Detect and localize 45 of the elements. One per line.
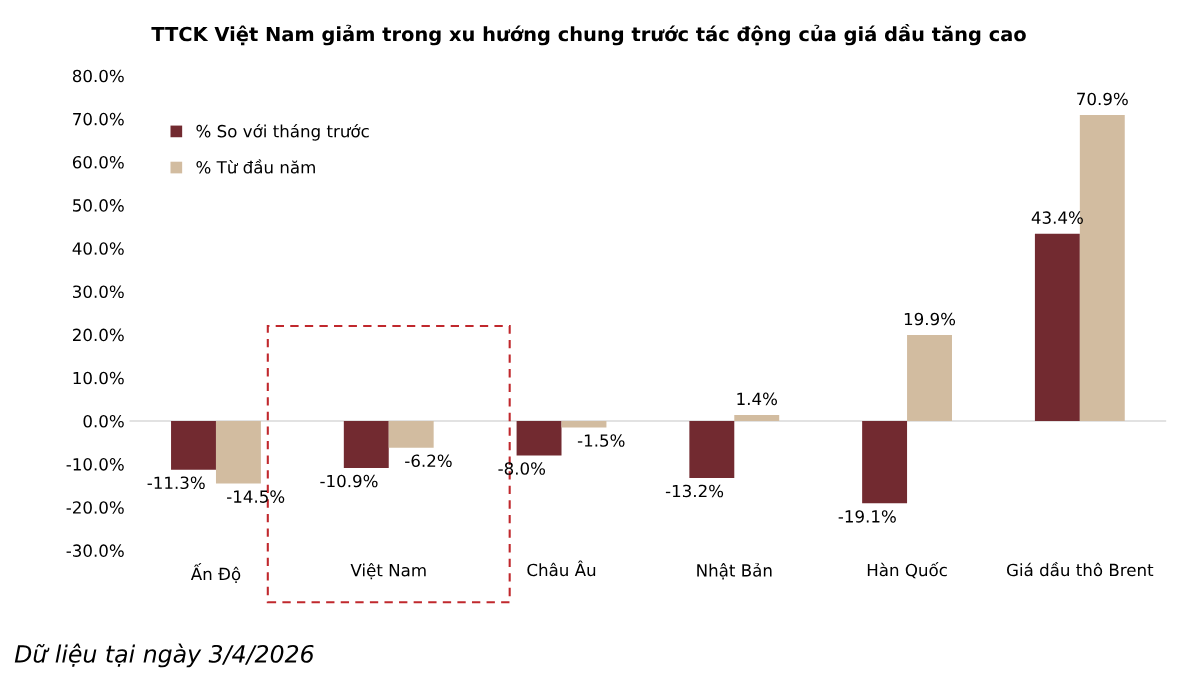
- data-label: -13.2%: [665, 484, 724, 498]
- x-tick-label: Việt Nam: [350, 562, 426, 580]
- y-tick-label: -10.0%: [66, 458, 124, 471]
- y-tick-label: -20.0%: [66, 501, 124, 514]
- data-label: 1.4%: [737, 392, 777, 406]
- x-tick-label: Nhật Bản: [697, 562, 772, 580]
- data-label: -14.5%: [227, 490, 285, 503]
- chart-title: TTCK Việt Nam giảm trong xu hướng chung trước tác động của giá dầu tăng cao: [151, 24, 1026, 46]
- data-label: -11.3%: [147, 476, 205, 490]
- y-tick-label: 0.0%: [83, 414, 124, 428]
- y-tick-label: 10.0%: [73, 371, 124, 385]
- bar: [215, 420, 261, 484]
- bar: [734, 414, 780, 421]
- y-tick-label: 70.0%: [73, 112, 124, 126]
- x-tick-label: Giá dầu thô Brent: [1006, 561, 1154, 577]
- y-tick-label: 30.0%: [73, 285, 124, 299]
- x-tick-label: Châu Âu: [527, 560, 596, 577]
- data-label: 43.4%: [1031, 211, 1083, 224]
- data-label: -10.9%: [320, 474, 378, 488]
- data-label: -19.1%: [838, 510, 896, 523]
- data-label: -8.0%: [498, 462, 546, 475]
- bar: [907, 335, 952, 421]
- bar: [561, 420, 607, 428]
- legend-label: % Từ đầu năm: [196, 159, 315, 174]
- bar: [516, 420, 562, 456]
- y-tick-label: 50.0%: [73, 199, 124, 212]
- bar: [388, 420, 434, 448]
- data-label: -1.5%: [577, 434, 625, 447]
- bar: [171, 420, 216, 470]
- y-tick-label: 20.0%: [72, 328, 124, 342]
- x-tick-label: Hàn Quốc: [867, 562, 947, 579]
- y-tick-label: 80.0%: [72, 69, 124, 83]
- bar: [862, 420, 908, 504]
- y-tick-label: 40.0%: [72, 242, 124, 255]
- bar: [343, 420, 389, 468]
- x-tick-label: Ấn Độ: [190, 562, 241, 584]
- data-label: 70.9%: [1077, 92, 1128, 106]
- legend-label: % So với tháng trước: [196, 123, 369, 141]
- text: Dữ liệu tại ngày 3/4/2026: [14, 643, 314, 668]
- bar: [1034, 233, 1080, 421]
- data-label: 19.9%: [904, 312, 956, 326]
- y-tick-label: 60.0%: [72, 155, 124, 169]
- bar: [689, 420, 735, 478]
- data-label: -6.2%: [405, 454, 452, 468]
- y-tick-label: -30.0%: [66, 544, 124, 557]
